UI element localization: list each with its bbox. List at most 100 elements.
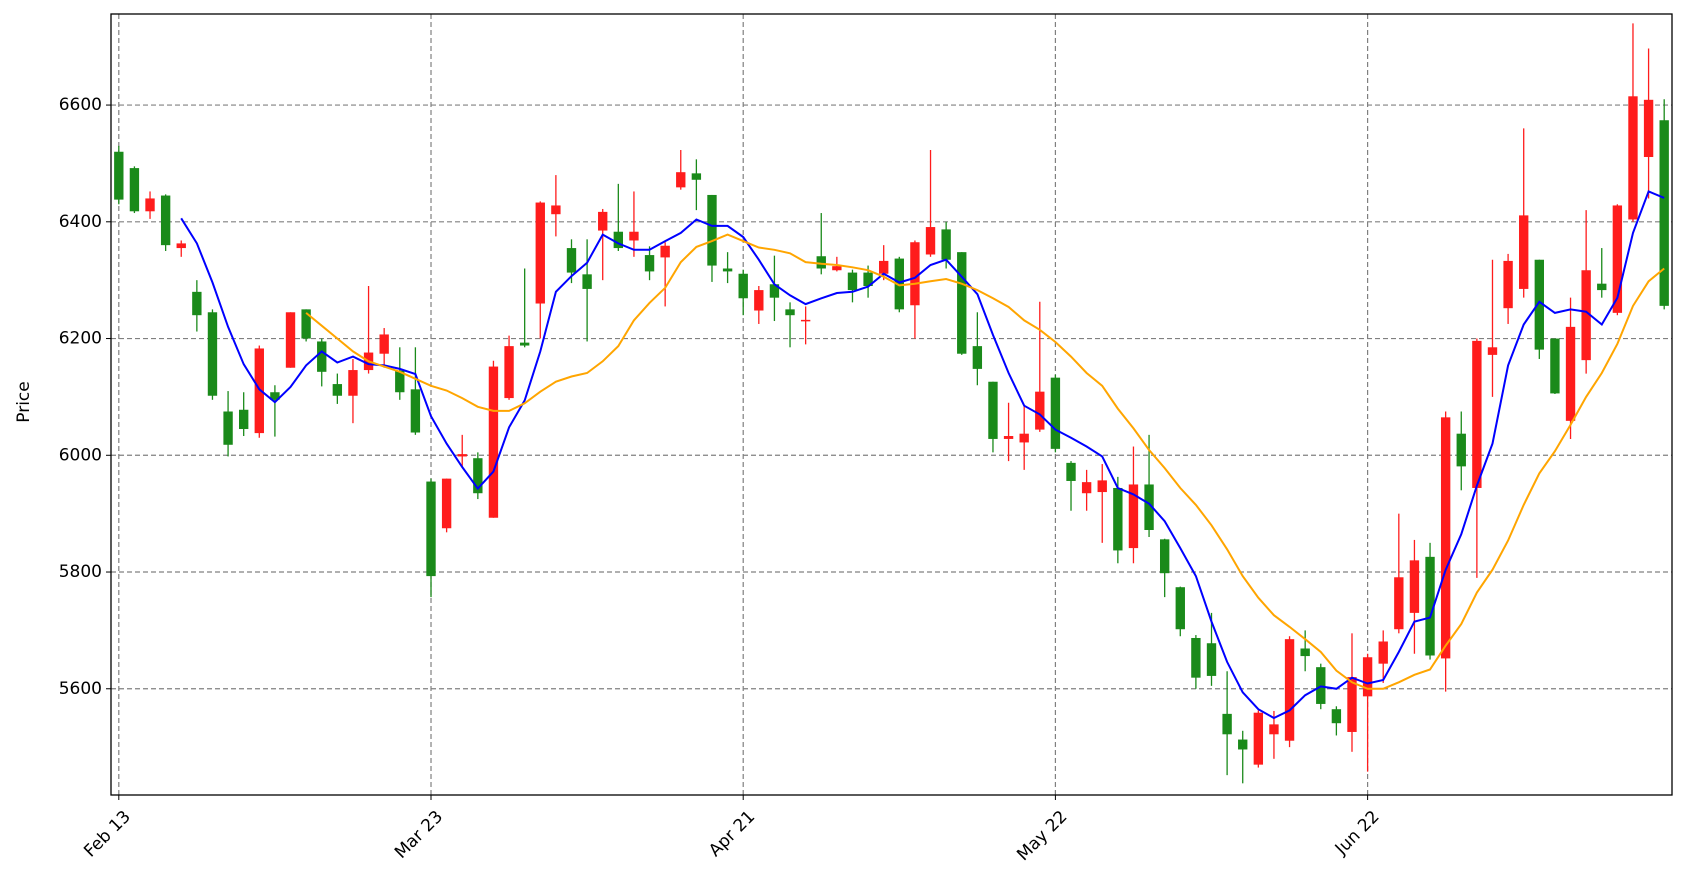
y-tick-label: 6200 — [59, 329, 102, 349]
candle-body — [145, 198, 155, 212]
x-tick-label: Mar 23 — [391, 807, 447, 863]
candle-body — [1487, 347, 1498, 355]
candle-body — [769, 284, 780, 298]
candle-body — [1425, 556, 1435, 656]
candle-body — [176, 243, 186, 249]
candle-body — [598, 211, 608, 231]
candle-body — [941, 229, 951, 260]
candle-body — [972, 346, 983, 369]
candle-body — [863, 272, 873, 287]
y-axis-label: Price — [14, 381, 34, 422]
candle-body — [488, 366, 499, 518]
candle-body — [1659, 120, 1669, 306]
candle-body — [644, 255, 655, 272]
candle-body — [1503, 260, 1513, 309]
candle-body — [816, 256, 826, 269]
y-tick-label: 6400 — [59, 212, 102, 232]
candle-body — [925, 227, 936, 255]
candle-body — [722, 268, 733, 272]
candle-body — [1628, 96, 1638, 220]
plot-frame — [110, 13, 1673, 796]
candle-body — [535, 202, 545, 304]
candle-body — [613, 231, 624, 249]
candle-body — [379, 334, 389, 354]
y-tick-label: 5800 — [59, 562, 102, 582]
candle-body — [957, 252, 967, 354]
candle-body — [551, 205, 561, 215]
candle-body — [1113, 487, 1123, 551]
candle-body — [1331, 709, 1342, 724]
candle-body — [348, 370, 358, 396]
candle-body — [1534, 259, 1544, 350]
moving-average-line — [180, 190, 1665, 720]
candle-body — [1144, 484, 1154, 530]
y-tick-label: 5600 — [59, 679, 102, 699]
candle-body — [1472, 340, 1482, 488]
candle-body — [114, 151, 124, 200]
candle-body — [910, 242, 920, 306]
candle-body — [1565, 326, 1576, 421]
candle-body — [1050, 377, 1061, 449]
x-tick-label: Apr 21 — [705, 807, 759, 861]
candle-body — [1081, 482, 1092, 494]
candle-body — [1284, 639, 1295, 741]
candle-body — [1409, 560, 1420, 613]
candle-body — [1019, 433, 1029, 443]
candle-body — [1003, 436, 1014, 439]
candle-body — [207, 312, 218, 396]
candle-body — [1159, 539, 1170, 574]
candle-body — [894, 258, 904, 310]
candle-body — [441, 478, 452, 529]
candle-body — [504, 346, 514, 399]
candle-body — [301, 309, 311, 339]
candle-body — [1362, 657, 1373, 697]
y-tick-label: 6600 — [59, 95, 102, 115]
candle-body — [1519, 215, 1529, 289]
candle-body — [629, 231, 639, 241]
y-tick-label: 6000 — [59, 445, 102, 465]
candle-body — [129, 168, 140, 212]
candle-body — [317, 341, 327, 372]
candle-body — [1456, 433, 1466, 467]
candle-body — [660, 245, 670, 258]
candle-body — [1035, 391, 1045, 430]
candle-body — [832, 266, 842, 271]
candle-body — [332, 384, 343, 396]
candle-body — [1238, 739, 1248, 750]
x-tick-label: Jun 22 — [1331, 807, 1384, 860]
candle-body — [254, 348, 264, 434]
candle-body — [988, 381, 998, 439]
candle-body — [1597, 283, 1607, 291]
candle-body — [239, 409, 249, 430]
candle-body — [1550, 338, 1560, 394]
candle-body — [676, 172, 686, 188]
candle-body — [1581, 270, 1591, 361]
candle-body — [270, 392, 280, 400]
candle-body — [410, 389, 421, 433]
candle-body — [1191, 637, 1201, 678]
moving-average-line — [305, 233, 1665, 690]
candle-body — [395, 370, 405, 393]
candle-body — [1206, 643, 1217, 676]
candle-body — [1222, 713, 1232, 735]
candle-body — [1269, 724, 1279, 735]
candle-body — [800, 319, 811, 322]
candle-body — [1347, 677, 1357, 732]
candle-body — [1378, 641, 1388, 664]
candle-body — [223, 411, 233, 445]
candle-body — [582, 274, 592, 289]
x-tick-label: Feb 13 — [80, 807, 135, 862]
candle-body — [707, 194, 717, 266]
candle-body — [473, 458, 483, 494]
candle-body — [1300, 648, 1310, 657]
candle-body — [519, 342, 530, 346]
candle-body — [1394, 577, 1404, 630]
candle-body — [1612, 205, 1623, 313]
candle-body — [738, 273, 748, 299]
candle-body — [1097, 480, 1107, 493]
candle-body — [1440, 417, 1451, 659]
candle-body — [160, 195, 171, 246]
x-tick-label: May 22 — [1013, 807, 1071, 865]
